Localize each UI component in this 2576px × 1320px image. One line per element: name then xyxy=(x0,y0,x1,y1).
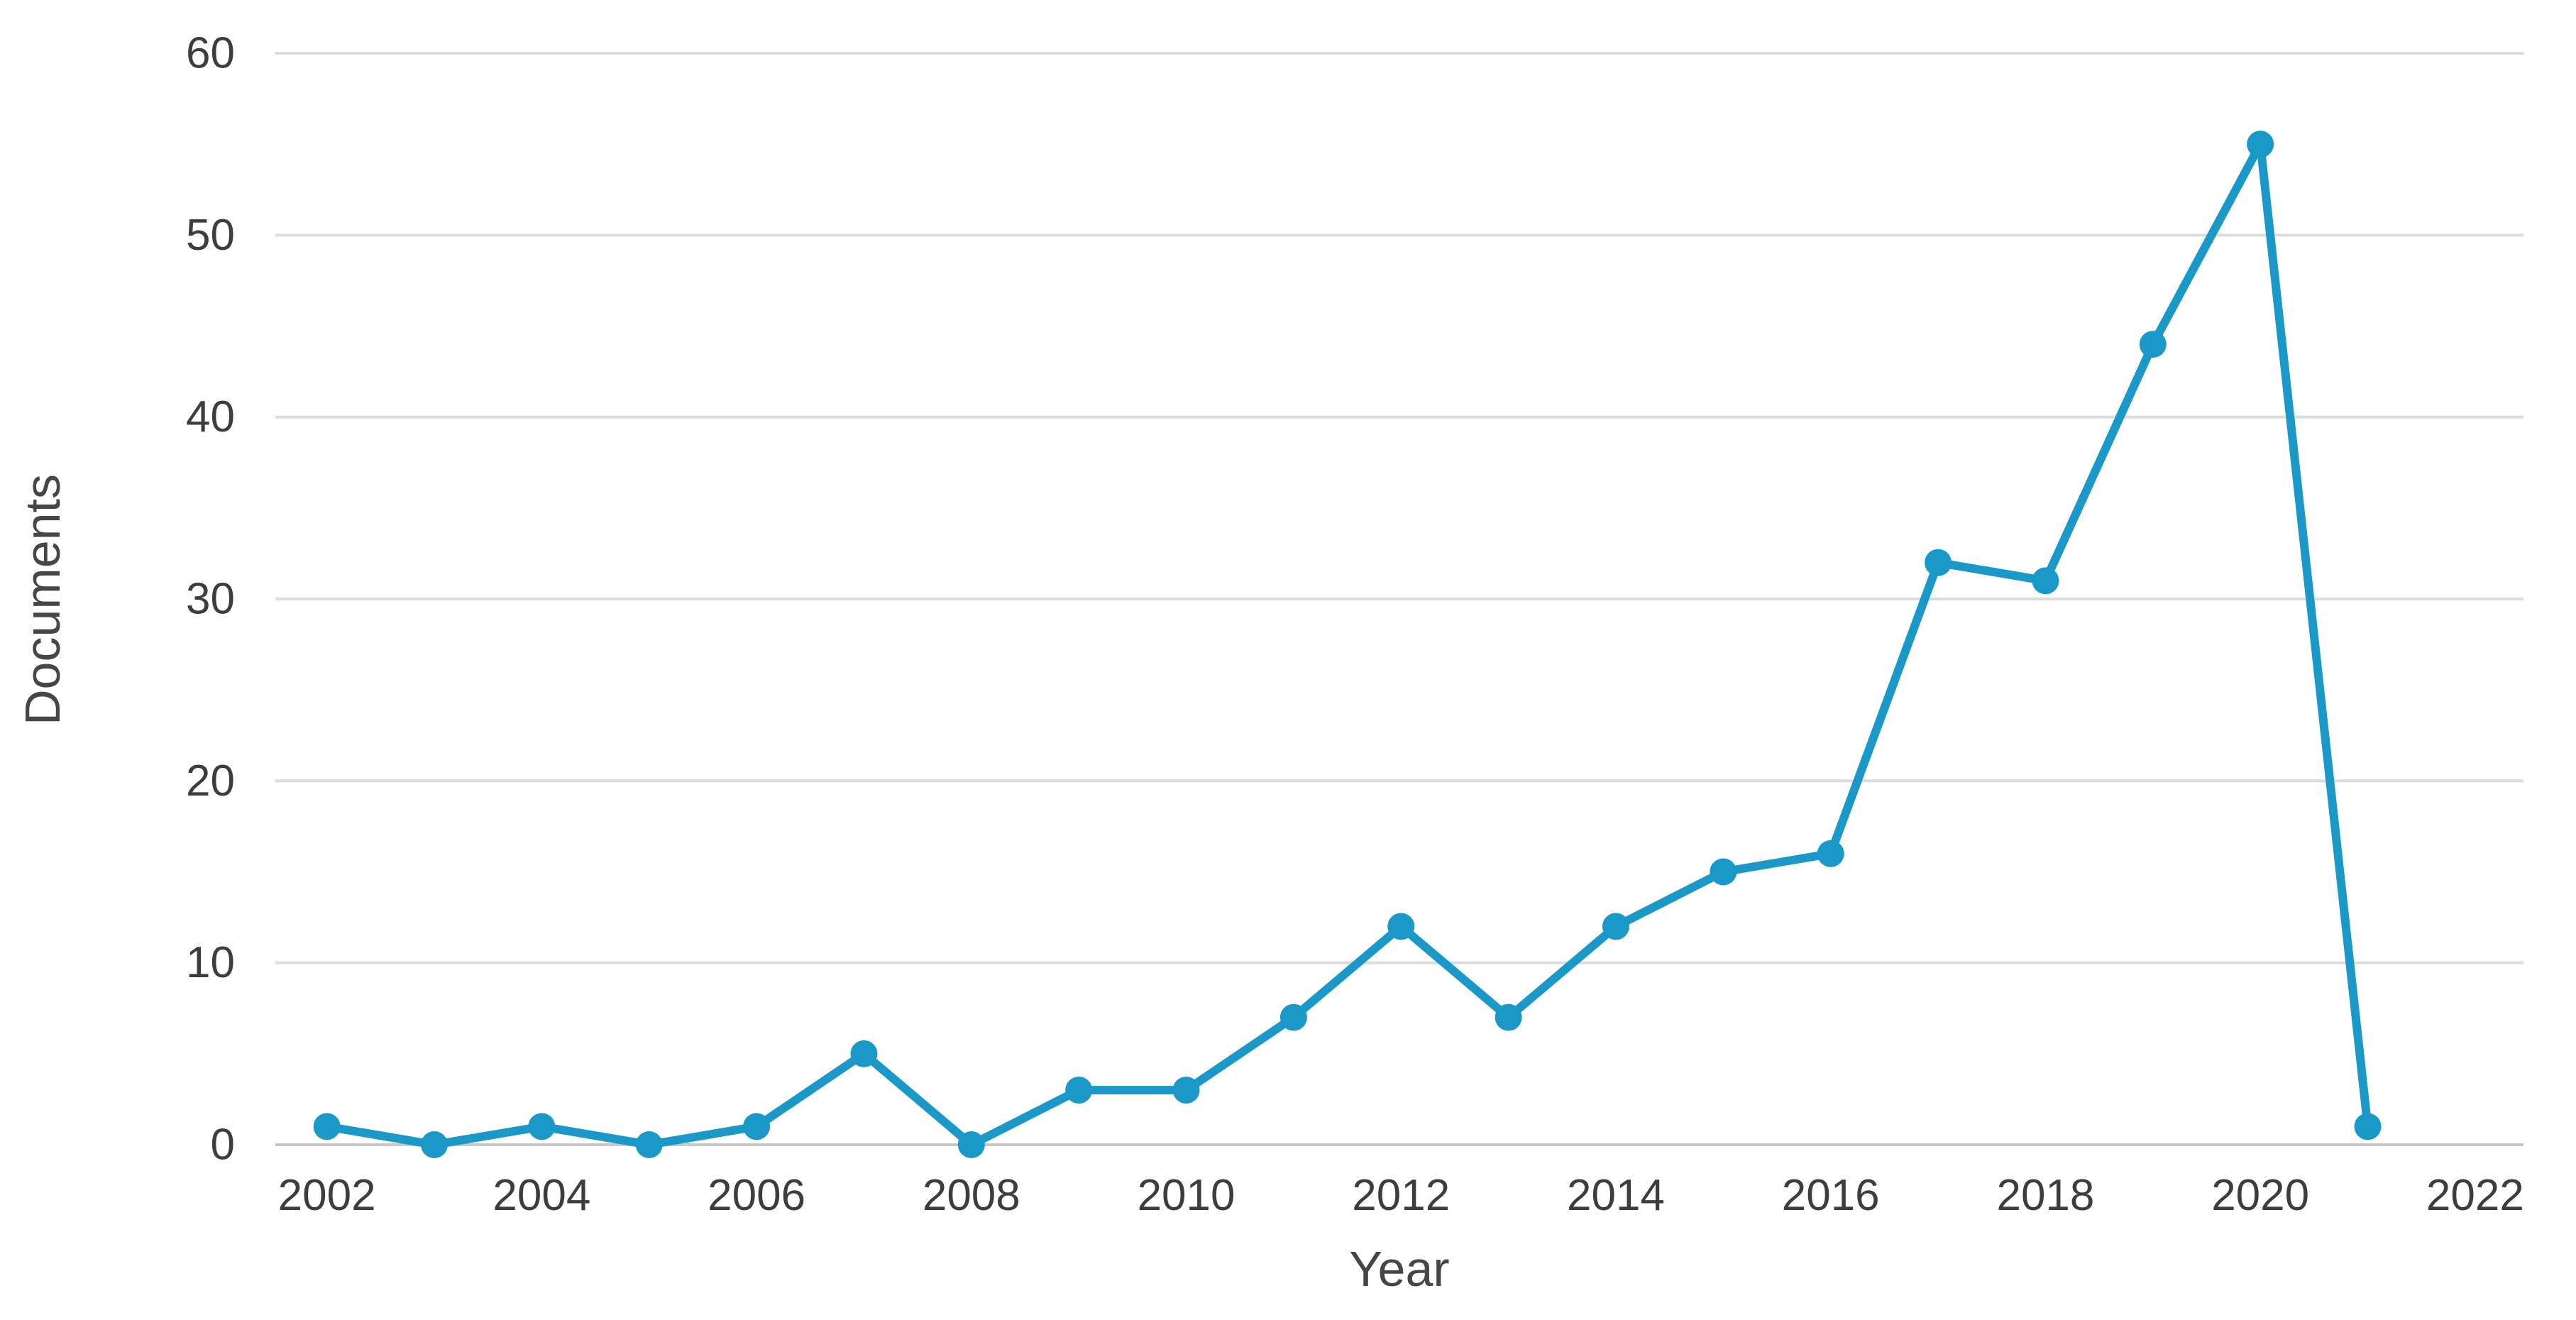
data-point-2021[interactable] xyxy=(2354,1113,2382,1140)
data-point-2002[interactable] xyxy=(313,1113,341,1140)
x-tick-label-2010: 2010 xyxy=(1138,1171,1235,1220)
y-axis-title: Documents xyxy=(15,474,70,725)
y-tick-label-30: 30 xyxy=(186,575,235,624)
data-point-2004[interactable] xyxy=(528,1113,556,1140)
data-point-2010[interactable] xyxy=(1172,1077,1200,1104)
data-point-2014[interactable] xyxy=(1602,913,1629,940)
data-point-2017[interactable] xyxy=(1925,549,1952,576)
data-points xyxy=(313,131,2382,1158)
data-point-2005[interactable] xyxy=(635,1131,663,1158)
data-point-2006[interactable] xyxy=(743,1113,771,1140)
data-point-2009[interactable] xyxy=(1065,1077,1093,1104)
y-tick-label-60: 60 xyxy=(186,29,235,78)
x-tick-label-2016: 2016 xyxy=(1782,1171,1880,1220)
data-point-2018[interactable] xyxy=(2032,567,2059,595)
x-tick-label-2008: 2008 xyxy=(923,1171,1020,1220)
x-tick-label-2018: 2018 xyxy=(1996,1171,2094,1220)
x-axis-tick-labels: 2002 2004 2006 2008 2010 2012 2014 2016 2018 2020… xyxy=(278,1171,2524,1220)
y-axis-tick-labels: 0 10 20 30 40 50 60 xyxy=(186,29,235,1170)
series-line xyxy=(322,140,2372,1149)
data-point-2019[interactable] xyxy=(2139,331,2167,358)
data-point-2013[interactable] xyxy=(1495,1003,1522,1031)
y-tick-label-10: 10 xyxy=(186,938,235,987)
x-tick-label-2002: 2002 xyxy=(278,1171,376,1220)
data-point-2016[interactable] xyxy=(1817,840,1844,867)
data-point-2015[interactable] xyxy=(1710,858,1737,886)
x-tick-label-2014: 2014 xyxy=(1567,1171,1665,1220)
data-point-2007[interactable] xyxy=(850,1040,878,1067)
y-tick-label-0: 0 xyxy=(211,1121,235,1170)
data-point-2011[interactable] xyxy=(1279,1003,1307,1031)
data-point-2008[interactable] xyxy=(957,1131,985,1158)
x-axis-title: Year xyxy=(1349,1241,1449,1297)
gridlines xyxy=(275,52,2523,1146)
y-tick-label-50: 50 xyxy=(186,211,235,260)
y-tick-label-40: 40 xyxy=(186,392,235,441)
data-point-2020[interactable] xyxy=(2247,131,2274,158)
x-tick-label-2022: 2022 xyxy=(2426,1171,2524,1220)
x-tick-label-2012: 2012 xyxy=(1352,1171,1450,1220)
x-tick-label-2020: 2020 xyxy=(2211,1171,2309,1220)
y-tick-label-20: 20 xyxy=(186,757,235,805)
x-tick-label-2006: 2006 xyxy=(708,1171,805,1220)
data-point-2012[interactable] xyxy=(1387,913,1415,940)
series xyxy=(322,140,2372,1149)
x-tick-label-2004: 2004 xyxy=(492,1171,590,1220)
data-point-2003[interactable] xyxy=(421,1131,448,1158)
